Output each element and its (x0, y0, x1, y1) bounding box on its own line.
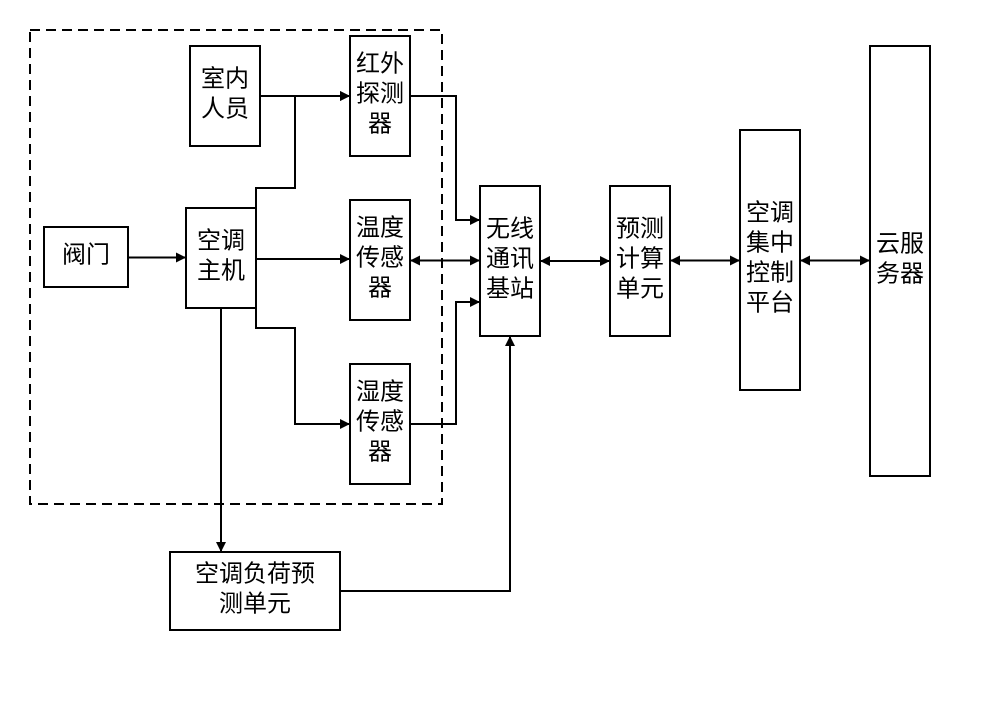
elbow-arrow (410, 96, 480, 220)
node-humid_sensor: 湿度传感器 (350, 364, 410, 484)
node-label: 平台 (746, 289, 794, 316)
node-label: 基站 (486, 275, 534, 302)
node-label: 通讯 (486, 246, 534, 272)
node-label: 人员 (201, 96, 249, 122)
node-label: 器 (368, 439, 392, 465)
node-label: 传感 (356, 244, 404, 271)
system-diagram: 阀门空调主机室内人员红外探测器温度传感器湿度传感器无线通讯基站预测计算单元空调集… (0, 0, 1000, 704)
node-ac_host: 空调主机 (186, 208, 256, 308)
node-label: 云服 (876, 231, 924, 257)
node-label: 湿度 (356, 378, 404, 405)
node-label: 空调 (746, 199, 794, 226)
elbow-arrow (256, 96, 350, 208)
elbow-arrow (256, 308, 350, 424)
node-valve: 阀门 (44, 227, 128, 287)
node-indoor: 室内人员 (190, 46, 260, 146)
node-label: 温度 (356, 214, 404, 241)
node-label: 空调负荷预 (195, 560, 315, 587)
node-wireless: 无线通讯基站 (480, 186, 540, 336)
node-label: 阀门 (62, 241, 110, 268)
node-label: 室内 (201, 65, 249, 92)
node-label: 器 (368, 111, 392, 137)
node-label: 主机 (197, 257, 245, 284)
node-label: 空调 (197, 227, 245, 254)
node-ir_detector: 红外探测器 (350, 36, 410, 156)
node-label: 无线 (486, 215, 534, 242)
node-ac_platform: 空调集中控制平台 (740, 130, 800, 390)
node-predict_unit: 预测计算单元 (610, 186, 670, 336)
elbow-arrow (410, 302, 480, 424)
node-label: 集中 (746, 229, 794, 256)
node-load_predict: 空调负荷预测单元 (170, 552, 340, 630)
node-label: 红外 (356, 50, 404, 77)
node-cloud: 云服务器 (870, 46, 930, 476)
node-label: 务器 (876, 260, 924, 287)
node-label: 探测 (356, 80, 404, 107)
node-label: 器 (368, 275, 392, 301)
node-label: 预测 (616, 215, 664, 242)
node-label: 计算 (616, 245, 664, 272)
node-label: 传感 (356, 408, 404, 435)
node-label: 控制 (746, 259, 794, 286)
node-label: 单元 (616, 275, 664, 302)
node-temp_sensor: 温度传感器 (350, 200, 410, 320)
node-label: 测单元 (219, 590, 291, 617)
